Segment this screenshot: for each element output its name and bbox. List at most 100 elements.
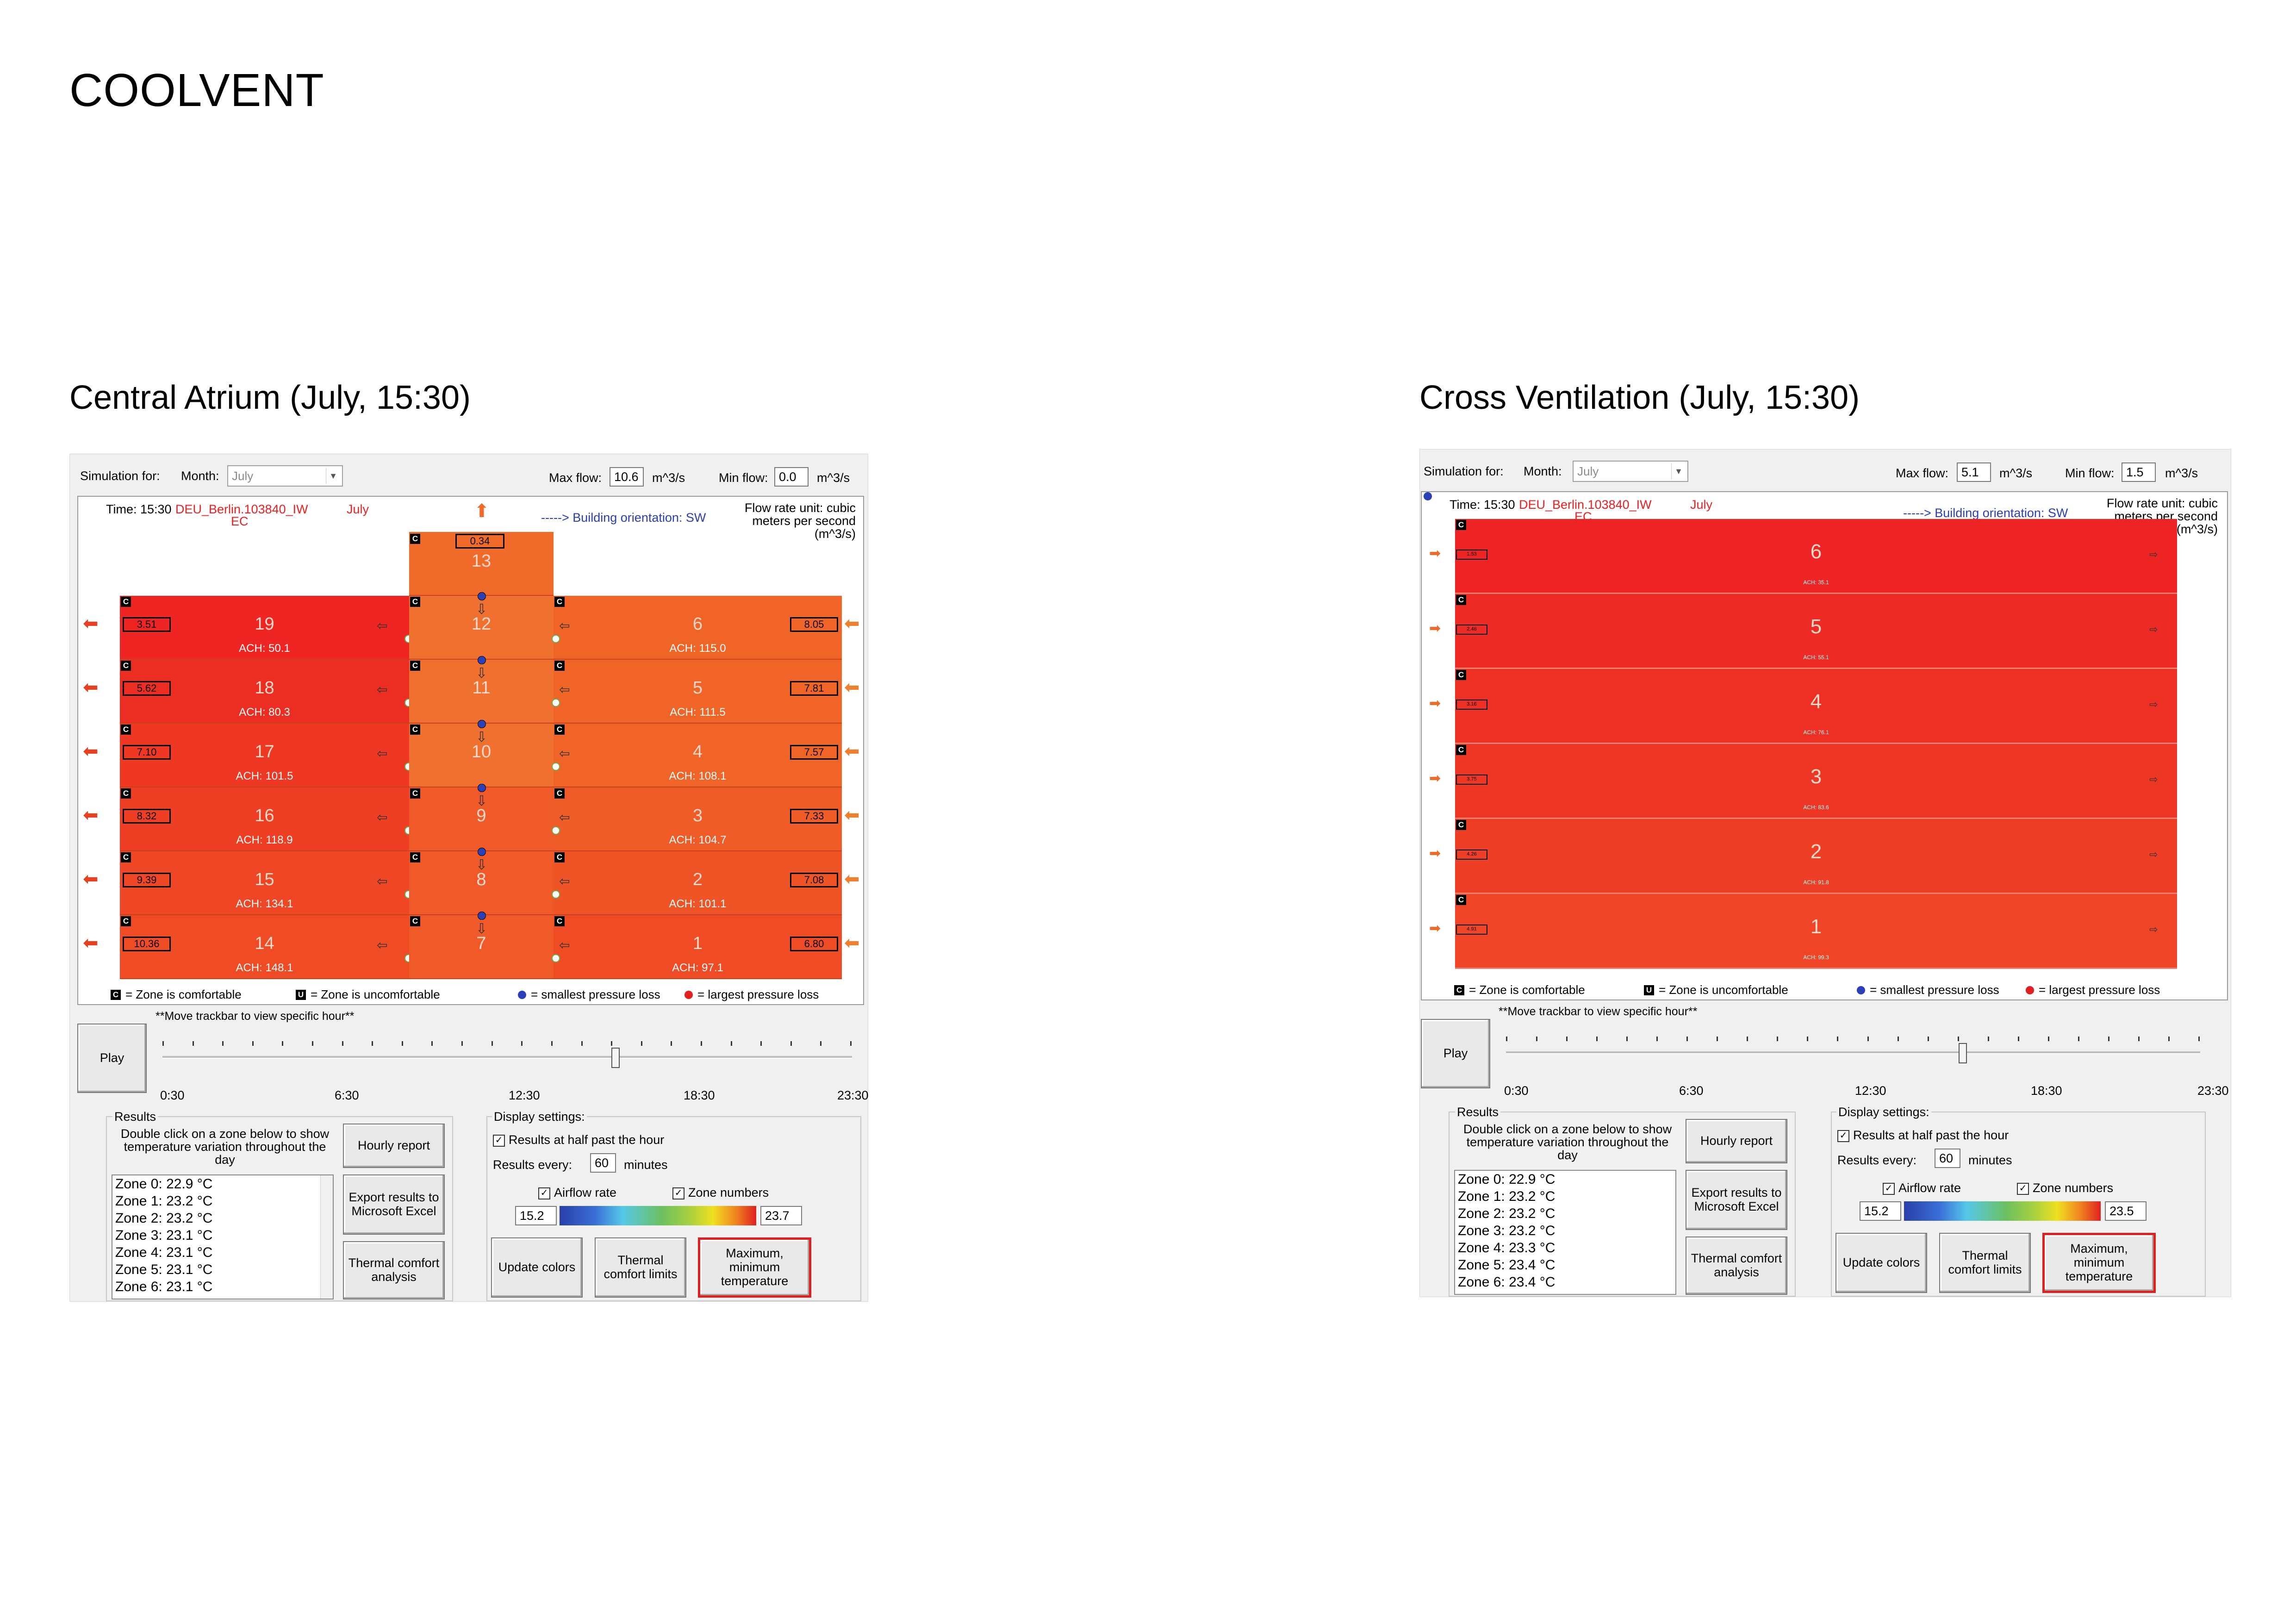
west-zone[interactable]: [120, 787, 409, 851]
time-trackbar[interactable]: [162, 1056, 852, 1059]
zone-result-item[interactable]: Zone 0: 22.9 °C: [1458, 1172, 1556, 1187]
half-past-checkbox[interactable]: ✓ Results at half past the hour: [1837, 1128, 2009, 1143]
zone-number: 1: [1810, 915, 1822, 938]
results-group: Results Double click on a zone below to …: [106, 1110, 453, 1301]
update-colors-button[interactable]: Update colors: [491, 1237, 583, 1298]
zone-result-item[interactable]: Zone 2: 23.2 °C: [115, 1211, 213, 1226]
trackbar-tick: [492, 1041, 493, 1046]
zone-results-list[interactable]: Zone 0: 22.9 °C Zone 1: 23.2 °C Zone 2: 23…: [112, 1174, 334, 1299]
west-zone[interactable]: [120, 724, 409, 787]
zone-result-item[interactable]: Zone 5: 23.1 °C: [115, 1262, 213, 1277]
thermal-comfort-limits-button[interactable]: Thermal comfort limits: [1939, 1233, 2031, 1293]
update-colors-button[interactable]: Update colors: [1836, 1233, 1927, 1293]
airflow-rate-checkbox[interactable]: ✓ Airflow rate: [538, 1186, 616, 1200]
atrium-zone[interactable]: [409, 660, 554, 724]
zone-results-list[interactable]: Zone 0: 22.9 °C Zone 1: 23.2 °C Zone 2: 23…: [1454, 1170, 1676, 1295]
scale-min-input[interactable]: 15.2: [1860, 1201, 1901, 1221]
east-zone[interactable]: [554, 660, 842, 724]
zone-ach: ACH: 55.1: [1803, 654, 1829, 661]
comfort-mark: C: [1456, 745, 1466, 755]
half-past-checkbox[interactable]: ✓ Results at half past the hour: [493, 1133, 664, 1147]
max-flow-input[interactable]: 5.1: [1957, 462, 1991, 482]
thermal-comfort-analysis-button[interactable]: Thermal comfort analysis: [343, 1241, 445, 1299]
weather-location-suffix: EC: [231, 514, 249, 528]
zone-ach: ACH: 101.1: [669, 898, 727, 910]
play-button[interactable]: Play: [77, 1024, 147, 1093]
west-zone[interactable]: [120, 660, 409, 724]
left-panel-title: Central Atrium (July, 15:30): [69, 379, 471, 416]
scale-max-input[interactable]: 23.7: [760, 1206, 802, 1225]
zone-result-item[interactable]: Zone 4: 23.3 °C: [1458, 1240, 1556, 1255]
zone-result-item[interactable]: Zone 6: 23.4 °C: [1458, 1274, 1556, 1290]
export-excel-button[interactable]: Export results to Microsoft Excel: [1686, 1170, 1787, 1230]
atrium-zone[interactable]: [409, 851, 554, 915]
scale-max-input[interactable]: 23.5: [2105, 1201, 2147, 1221]
airflow-rate-checkbox[interactable]: ✓ Airflow rate: [1883, 1181, 1961, 1195]
east-zone[interactable]: [554, 787, 842, 851]
east-zone[interactable]: [554, 596, 842, 660]
thermal-comfort-analysis-button[interactable]: Thermal comfort analysis: [1686, 1237, 1787, 1295]
inlet-flow: 1.53: [1456, 550, 1487, 560]
zone-result-item[interactable]: Zone 3: 23.1 °C: [115, 1228, 213, 1243]
west-zone[interactable]: [120, 915, 409, 979]
max-flow-unit: m^3/s: [652, 471, 685, 485]
zone-result-item[interactable]: Zone 1: 23.2 °C: [115, 1193, 213, 1209]
zone-result-item[interactable]: Zone 2: 23.2 °C: [1458, 1206, 1556, 1221]
atrium-zone[interactable]: [409, 915, 554, 979]
west-zone[interactable]: [120, 596, 409, 660]
trackbar-tick: [1626, 1037, 1628, 1041]
results-scrollbar[interactable]: [320, 1175, 333, 1299]
results-every-input[interactable]: 60: [1935, 1149, 1960, 1168]
zone-result-item[interactable]: Zone 3: 23.2 °C: [1458, 1223, 1556, 1238]
max-min-temperature-button[interactable]: Maximum, minimum temperature: [2042, 1233, 2156, 1293]
results-hint: Double click on a zone below to show tem…: [1463, 1122, 1672, 1162]
thermal-comfort-limits-button[interactable]: Thermal comfort limits: [595, 1237, 686, 1298]
west-zone[interactable]: [120, 851, 409, 915]
cross-vent-zone[interactable]: [1455, 519, 2177, 594]
month-select[interactable]: July ▼: [227, 465, 343, 487]
zone-result-item[interactable]: Zone 6: 23.1 °C: [115, 1279, 213, 1294]
atrium-zone[interactable]: [409, 787, 554, 851]
comfort-mark: C: [554, 725, 565, 735]
cross-vent-zone[interactable]: [1455, 819, 2177, 894]
hourly-report-button[interactable]: Hourly report: [343, 1124, 445, 1168]
max-flow-unit: m^3/s: [1999, 466, 2033, 480]
min-flow-input[interactable]: 0.0: [774, 467, 809, 487]
trackbar-thumb[interactable]: [611, 1048, 620, 1068]
minutes-label: minutes: [624, 1158, 668, 1172]
east-zone[interactable]: [554, 915, 842, 979]
legend-uncomfortable: U = Zone is uncomfortable: [1644, 983, 1788, 997]
zone-result-item[interactable]: Zone 4: 23.1 °C: [115, 1245, 213, 1260]
zone-result-item[interactable]: Zone 1: 23.2 °C: [1458, 1189, 1556, 1204]
zone-numbers-checkbox[interactable]: ✓ Zone numbers: [672, 1186, 769, 1200]
export-excel-button[interactable]: Export results to Microsoft Excel: [343, 1174, 445, 1235]
west-inlet-flow: 7.10: [123, 745, 171, 760]
cross-vent-zone[interactable]: [1455, 744, 2177, 819]
month-select[interactable]: July ▼: [1573, 461, 1688, 482]
inlet-arrow-icon: ➡: [1429, 621, 1441, 636]
cross-vent-zone[interactable]: [1455, 894, 2177, 969]
zone-result-item[interactable]: Zone 5: 23.4 °C: [1458, 1257, 1556, 1273]
trackbar-thumb[interactable]: [1959, 1043, 1967, 1063]
max-min-temperature-button[interactable]: Maximum, minimum temperature: [698, 1237, 811, 1298]
time-trackbar[interactable]: [1506, 1051, 2200, 1054]
play-button[interactable]: Play: [1421, 1019, 1490, 1088]
max-flow-input[interactable]: 10.6: [610, 467, 644, 487]
cross-vent-zone[interactable]: [1455, 594, 2177, 669]
east-zone[interactable]: [554, 724, 842, 787]
tick-label-0630: 6:30: [1679, 1084, 1704, 1098]
zone-result-item[interactable]: Zone 0: 22.9 °C: [115, 1176, 213, 1192]
inlet-flow: 3.16: [1456, 700, 1487, 710]
scale-min-input[interactable]: 15.2: [515, 1206, 557, 1225]
min-flow-input[interactable]: 1.5: [2122, 462, 2156, 482]
outflow-arrow-icon: ⇦: [377, 874, 388, 888]
hourly-report-button[interactable]: Hourly report: [1686, 1119, 1787, 1163]
comfort-mark: C: [1456, 820, 1466, 830]
east-zone[interactable]: [554, 851, 842, 915]
results-every-input[interactable]: 60: [590, 1153, 616, 1173]
zone-numbers-checkbox[interactable]: ✓ Zone numbers: [2017, 1181, 2113, 1195]
building-diagram: Time: 15:30 DEU_Berlin.103840_IW EC July…: [1421, 491, 2228, 1000]
cross-vent-zone[interactable]: [1455, 669, 2177, 744]
atrium-zone-number: 12: [471, 614, 492, 634]
updraft-arrow-icon: ⇩: [476, 921, 488, 937]
